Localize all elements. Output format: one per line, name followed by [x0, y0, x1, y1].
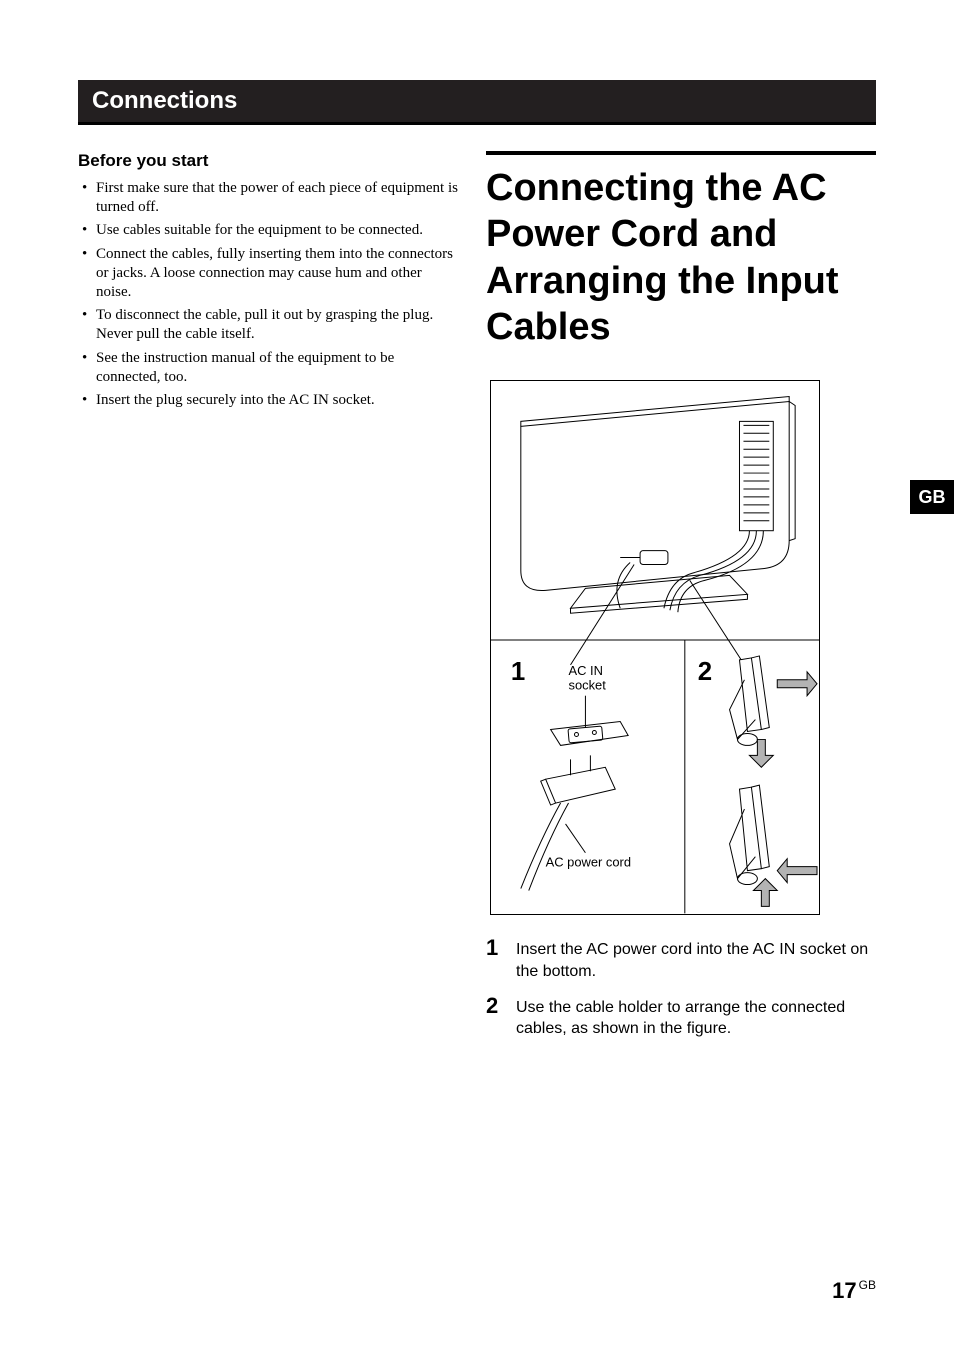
step-number: 1	[486, 937, 504, 982]
left-column: Before you start First make sure that th…	[78, 151, 458, 1052]
list-item: Connect the cables, fully inserting them…	[78, 245, 458, 303]
step-number: 2	[486, 995, 504, 1040]
right-column: Connecting the AC Power Cord and Arrangi…	[486, 151, 876, 1052]
ac-in-label-line2: socket	[569, 678, 607, 693]
list-item: Use cables suitable for the equipment to…	[78, 221, 458, 240]
page: Connections Before you start First make …	[0, 0, 954, 1356]
title-rule	[486, 151, 876, 155]
figure-panel-1-number: 1	[511, 658, 525, 686]
list-item: Insert the plug securely into the AC IN …	[78, 391, 458, 410]
list-item: To disconnect the cable, pull it out by …	[78, 306, 458, 344]
connection-figure: 1 AC IN socket	[490, 380, 820, 915]
before-you-start-list: First make sure that the power of each p…	[78, 179, 458, 410]
figure-svg: 1 AC IN socket	[491, 381, 819, 914]
ac-power-cord-label: AC power cord	[546, 855, 631, 870]
page-title: Connecting the AC Power Cord and Arrangi…	[486, 165, 876, 350]
list-item: See the instruction manual of the equipm…	[78, 349, 458, 387]
step-text: Use the cable holder to arrange the conn…	[516, 995, 876, 1040]
page-number: 17	[832, 1278, 856, 1303]
language-tab: GB	[910, 480, 954, 514]
step-item: 1 Insert the AC power cord into the AC I…	[486, 937, 876, 982]
page-suffix: GB	[859, 1278, 876, 1292]
list-item: First make sure that the power of each p…	[78, 179, 458, 217]
step-list: 1 Insert the AC power cord into the AC I…	[486, 937, 876, 1039]
ac-in-label-line1: AC IN	[569, 663, 603, 678]
figure-panel-2-number: 2	[698, 658, 712, 686]
section-bar: Connections	[78, 80, 876, 125]
two-column-layout: Before you start First make sure that th…	[78, 151, 876, 1052]
step-text: Insert the AC power cord into the AC IN …	[516, 937, 876, 982]
page-footer: 17GB	[832, 1278, 876, 1304]
step-item: 2 Use the cable holder to arrange the co…	[486, 995, 876, 1040]
before-you-start-heading: Before you start	[78, 151, 458, 171]
